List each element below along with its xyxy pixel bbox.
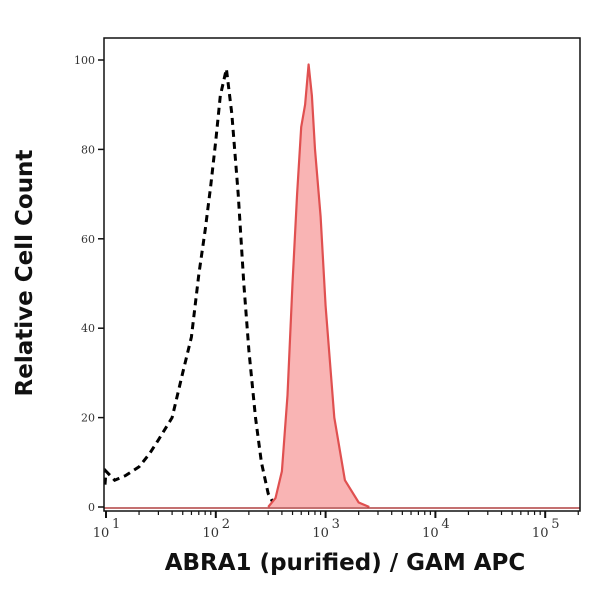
x-axis-label: ABRA1 (purified) / GAM APC bbox=[164, 550, 526, 576]
y-tick-label: 0 bbox=[88, 501, 95, 514]
plot-frame bbox=[103, 37, 581, 512]
x-tick-label: 10 bbox=[93, 526, 110, 541]
x-tick-label: 10 bbox=[532, 526, 549, 541]
y-tick-label: 80 bbox=[81, 143, 95, 156]
y-tick-label: 40 bbox=[81, 322, 95, 335]
y-tick-label: 100 bbox=[74, 54, 95, 67]
sample-histogram-line bbox=[267, 63, 370, 509]
plot-area bbox=[103, 63, 580, 509]
y-tick-label: 60 bbox=[81, 233, 95, 246]
x-tick-exponent: 1 bbox=[112, 517, 120, 532]
x-tick-label: 10 bbox=[203, 526, 220, 541]
x-tick-exponent: 2 bbox=[222, 517, 230, 532]
y-axis-label: Relative Cell Count bbox=[12, 149, 38, 397]
control-histogram-line bbox=[103, 68, 277, 508]
x-tick-exponent: 3 bbox=[332, 517, 340, 532]
x-tick-label: 10 bbox=[312, 526, 329, 541]
x-tick-exponent: 5 bbox=[551, 517, 559, 532]
y-tick-label: 20 bbox=[81, 412, 95, 425]
sample-histogram-fill bbox=[268, 64, 370, 507]
x-tick-label: 10 bbox=[422, 526, 439, 541]
x-tick-exponent: 4 bbox=[441, 517, 449, 532]
